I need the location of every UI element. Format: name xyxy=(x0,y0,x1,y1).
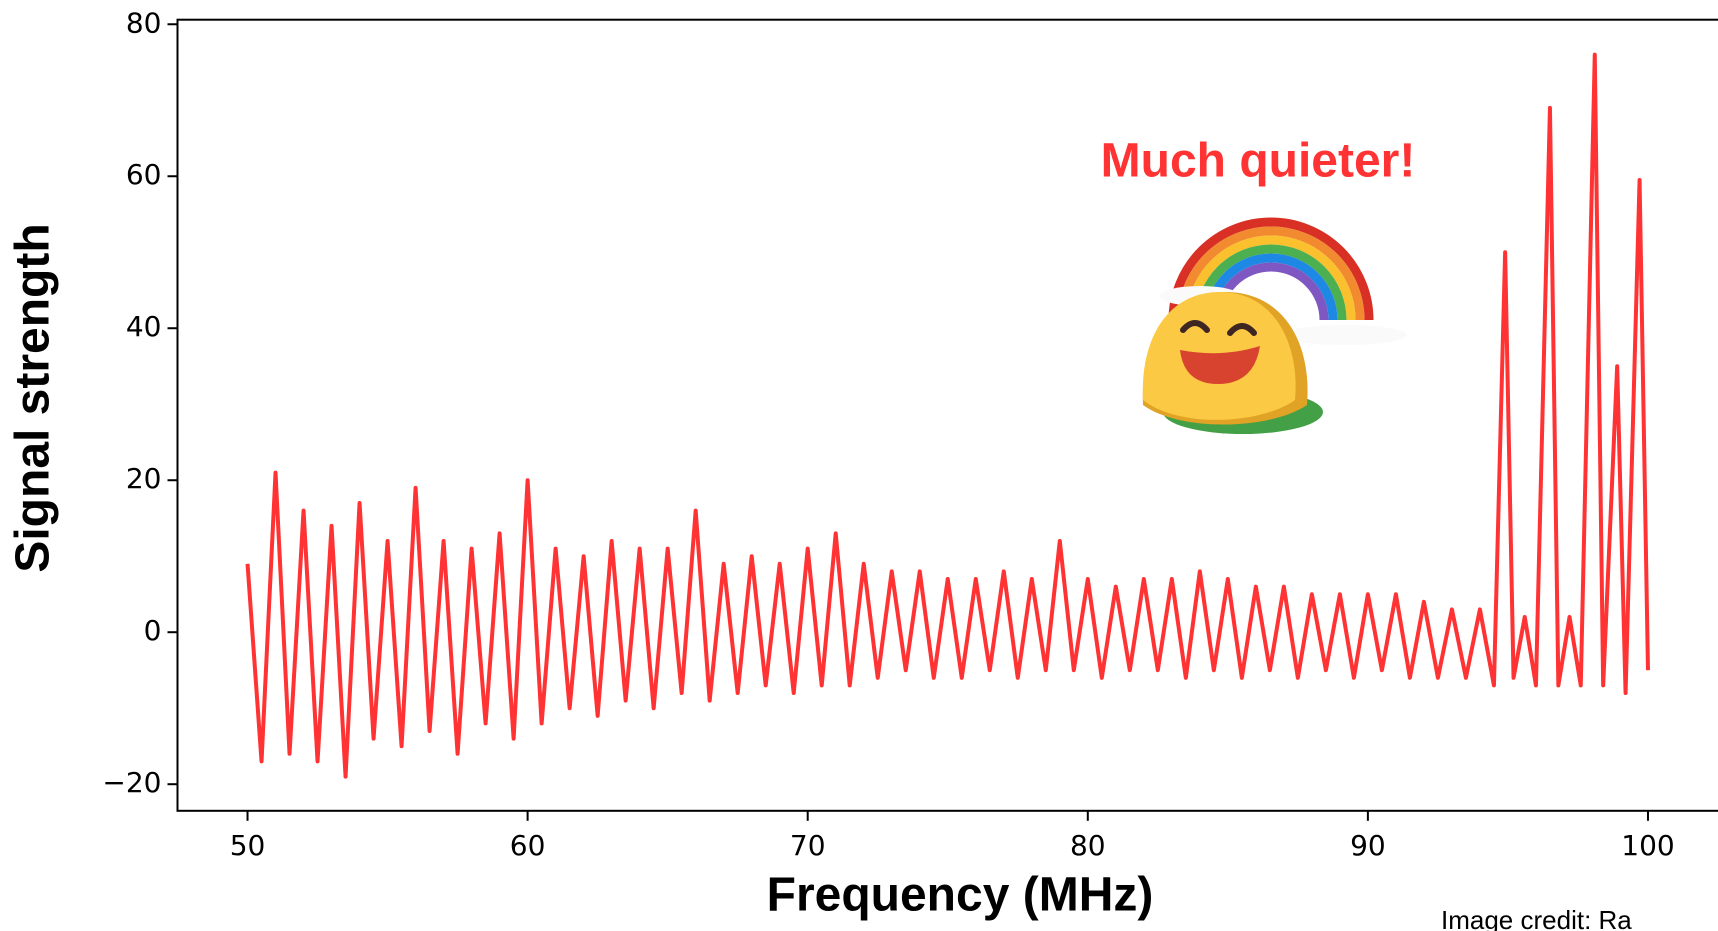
y-tick-label: 60 xyxy=(126,158,162,191)
x-axis-title: Frequency (MHz) xyxy=(767,869,1154,922)
y-tick-label: 40 xyxy=(126,310,162,343)
x-tick-label: 60 xyxy=(510,829,546,862)
signal-line xyxy=(245,52,1650,779)
x-tick-label: 50 xyxy=(230,829,266,862)
x-tick-label: 70 xyxy=(790,829,826,862)
y-tick-label: 80 xyxy=(126,6,162,39)
y-tick-label: 20 xyxy=(126,462,162,495)
plot-area: −20 0 20 40 60 80 50 60 70 80 90 100 xyxy=(102,6,1718,862)
y-tick-label: −20 xyxy=(102,766,161,799)
y-axis-title: Signal strength xyxy=(7,223,60,572)
axes-frame xyxy=(176,18,1718,812)
image-credit: Image credit: Ra xyxy=(1441,905,1632,931)
y-tick-label: 0 xyxy=(144,614,162,647)
x-tick-label: 100 xyxy=(1621,829,1674,862)
annotation: Much quieter! xyxy=(1101,135,1416,188)
emoji xyxy=(1142,217,1407,434)
x-tick-label: 80 xyxy=(1070,829,1106,862)
x-tick-label: 90 xyxy=(1350,829,1386,862)
